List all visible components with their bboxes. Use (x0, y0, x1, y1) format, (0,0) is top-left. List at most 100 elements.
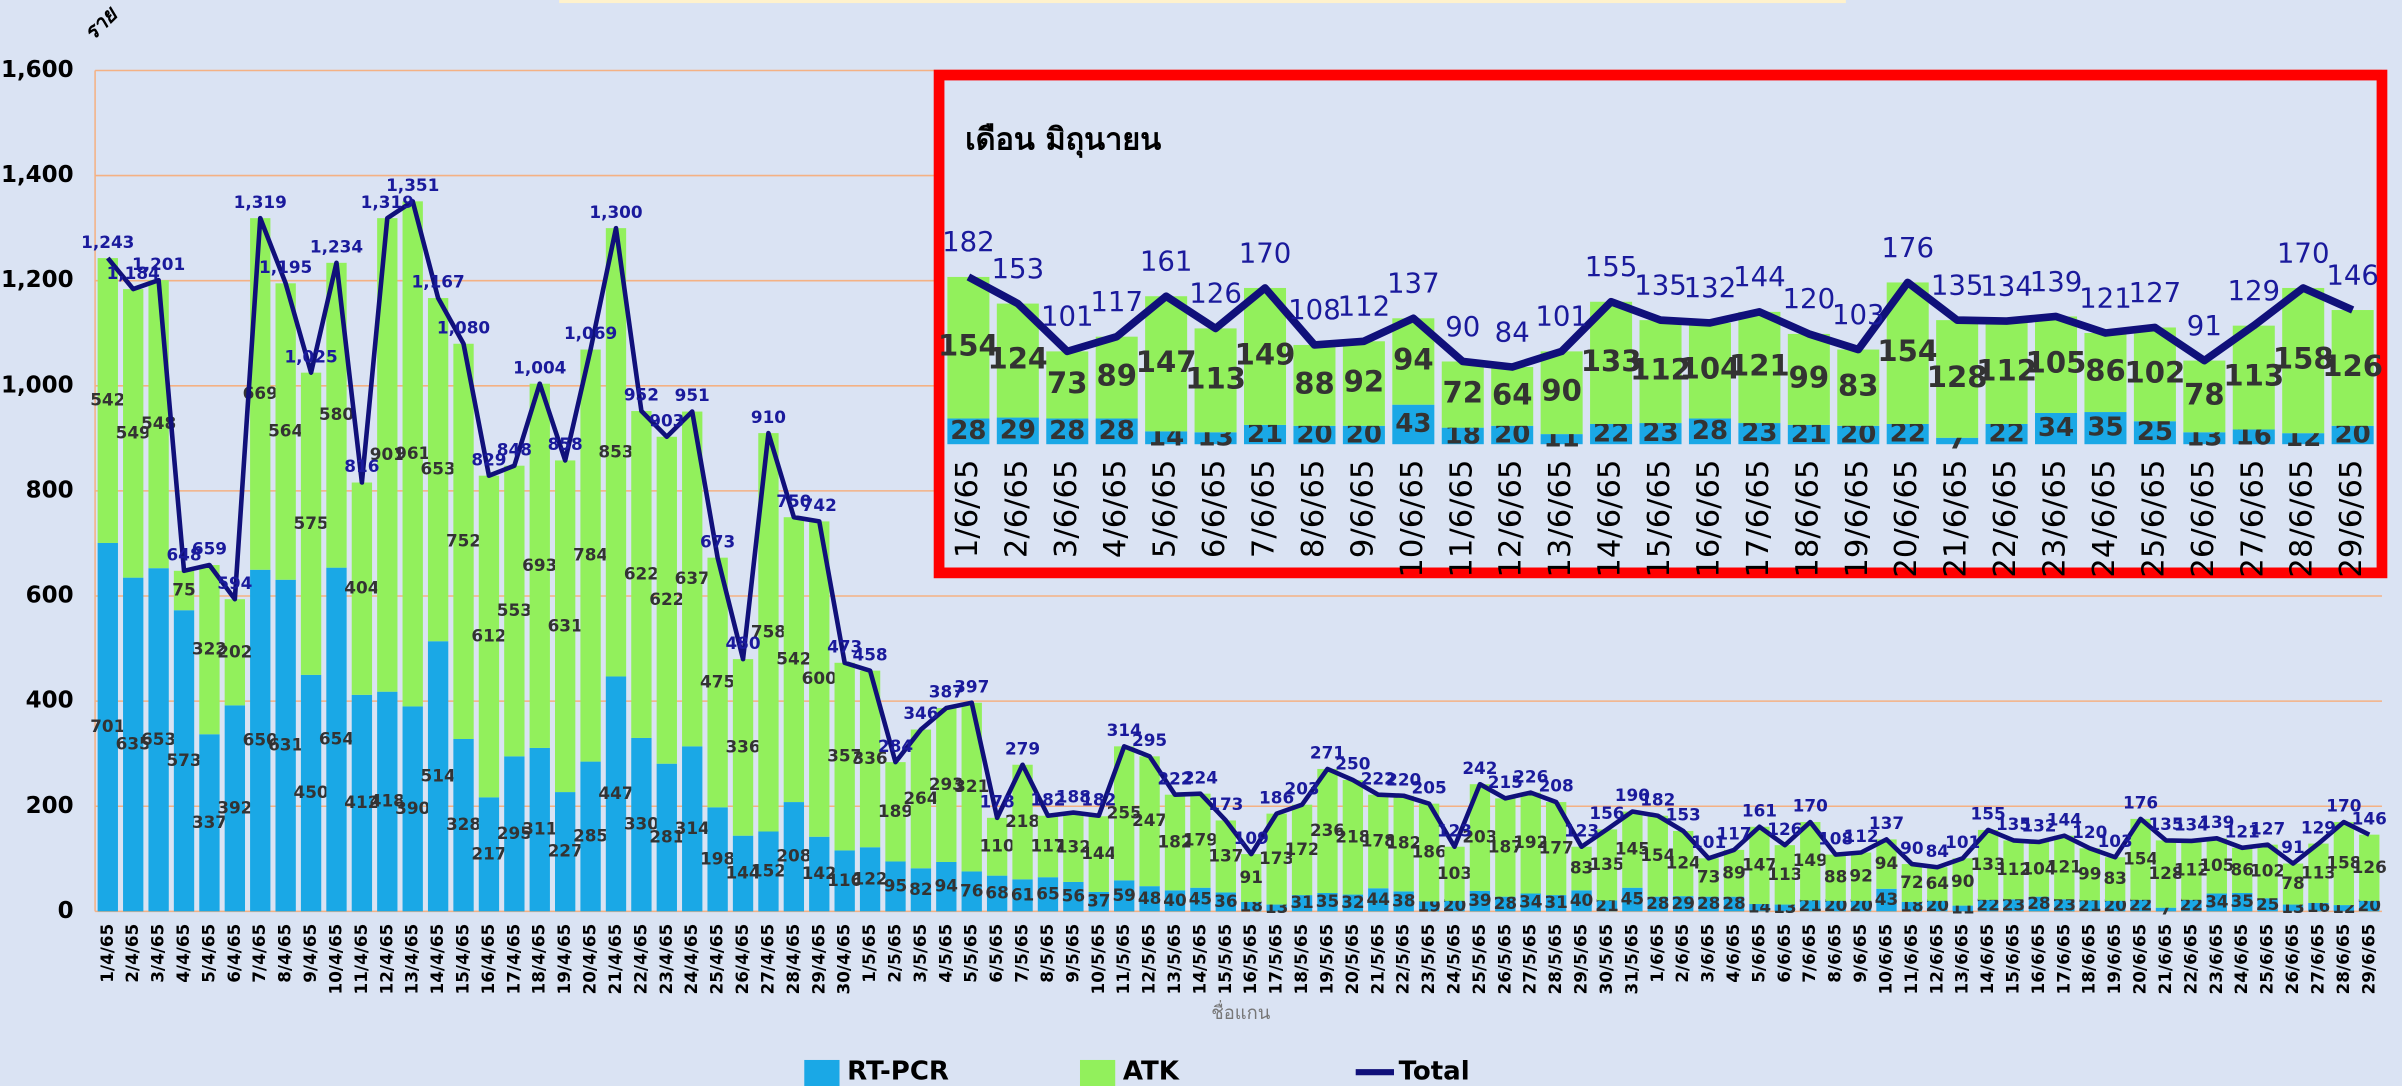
bar-segment (1571, 846, 1592, 891)
data-label: 72 (1443, 376, 1484, 410)
bar-segment (1012, 764, 1033, 880)
x-tick-label: 2/6/65 (1672, 924, 1692, 983)
bar-segment (631, 737, 652, 912)
x-tick-label: 2/5/65 (884, 924, 904, 983)
data-label: 336 (853, 748, 888, 768)
bar-segment (326, 567, 347, 912)
data-label: 90 (1951, 871, 1974, 891)
x-tick-label: 11/5/65 (1113, 924, 1133, 995)
total-label: 137 (1869, 813, 1904, 833)
data-label: 784 (573, 545, 608, 565)
bar-segment (1291, 804, 1313, 896)
x-tick-label: 12/6/65 (1494, 460, 1529, 578)
data-label: 553 (497, 600, 532, 620)
x-tick-label: 4/4/65 (173, 924, 193, 983)
data-label: 314 (675, 818, 710, 838)
y-tick-label: 800 (26, 477, 74, 503)
bar-segment (2308, 843, 2329, 903)
bar-segment (1317, 768, 1338, 893)
bar-segment (1936, 320, 1979, 438)
total-label: 222 (1157, 768, 1192, 788)
bar-segment (656, 436, 677, 764)
x-tick-label: 18/5/65 (1291, 924, 1311, 995)
total-line (966, 273, 2355, 371)
bar-segment (834, 850, 855, 912)
data-label: 121 (2047, 856, 2082, 876)
x-tick-label: 6/4/65 (224, 924, 244, 983)
bar-segment (1368, 794, 1389, 889)
data-label: 600 (802, 668, 837, 688)
data-label: 56 (1062, 886, 1085, 906)
data-label: 321 (954, 776, 989, 796)
bar-segment (859, 847, 881, 912)
x-tick-label: 20/5/65 (1342, 924, 1362, 995)
total-label: 594 (217, 573, 252, 593)
x-tick-label: 24/6/65 (2087, 460, 2122, 578)
x-tick-label: 26/6/65 (2186, 460, 2221, 578)
bar-segment (2183, 432, 2226, 445)
data-label: 105 (2026, 346, 2087, 380)
bar-segment (2282, 863, 2304, 905)
data-label: 637 (675, 568, 710, 588)
bar-segment (1194, 432, 1237, 445)
total-label: 1,195 (259, 257, 312, 277)
bar-segment (224, 599, 246, 706)
total-label: 84 (1495, 315, 1530, 348)
bar-segment (2183, 360, 2226, 433)
bar-segment (529, 383, 550, 748)
data-label: 475 (700, 671, 735, 691)
bar-segment (2257, 898, 2278, 912)
data-label: 36 (1214, 891, 1237, 911)
bar-segment (2232, 892, 2253, 912)
bar-segment (910, 868, 932, 912)
x-tick-label: 25/5/65 (1469, 924, 1489, 995)
bar-segment (2181, 840, 2202, 900)
bar-segment (2003, 840, 2024, 900)
bar-segment (707, 807, 728, 912)
bar-segment (1837, 349, 1880, 426)
bar-segment (910, 729, 932, 869)
x-tick-label: 11/4/65 (351, 924, 371, 995)
data-label: 28 (1697, 893, 1720, 913)
bar-segment (478, 475, 500, 798)
x-tick-label: 13/6/65 (1952, 924, 1972, 995)
total-label: 910 (751, 407, 786, 427)
data-label: 612 (471, 626, 506, 646)
bar-segment (707, 557, 728, 808)
x-tick-label: 1/6/65 (1647, 924, 1667, 983)
y-tick-label: 1,000 (1, 372, 74, 398)
bar-segment (2232, 325, 2275, 430)
title-placeholder (559, 0, 1846, 4)
bar-segment (783, 802, 805, 912)
x-tick-label: 10/4/65 (325, 924, 345, 995)
bar-segment (1241, 854, 1262, 902)
total-label: 951 (675, 385, 710, 405)
data-label: 227 (548, 841, 583, 861)
data-label: 622 (624, 563, 659, 583)
bar-segment (1293, 425, 1336, 445)
data-label: 186 (1412, 842, 1447, 862)
bar-segment (2333, 905, 2355, 912)
x-tick-label: 26/6/65 (2282, 924, 2302, 995)
data-label: 173 (1259, 848, 1294, 868)
total-label: 848 (497, 439, 532, 459)
data-label: 182 (1386, 833, 1421, 853)
bar-segment (1139, 886, 1160, 912)
bar-segment (1985, 423, 2028, 445)
total-label: 224 (1183, 767, 1218, 787)
bar-segment (859, 670, 881, 848)
bar-segment (1639, 320, 1682, 424)
x-tick-label: 14/6/65 (1593, 460, 1628, 578)
x-tick-label: 20/4/65 (580, 924, 600, 995)
bar-segment (732, 835, 754, 912)
bar-segment (1088, 891, 1109, 912)
data-label: 39 (1468, 890, 1491, 910)
x-tick-label: 19/6/65 (1840, 460, 1875, 578)
bar-segment (1673, 830, 1694, 897)
total-label: 108 (1288, 293, 1341, 326)
total-label: 135 (1996, 814, 2031, 834)
total-label: 295 (1132, 730, 1167, 750)
data-label: 23 (2053, 894, 2076, 914)
bar-segment (1164, 890, 1186, 912)
